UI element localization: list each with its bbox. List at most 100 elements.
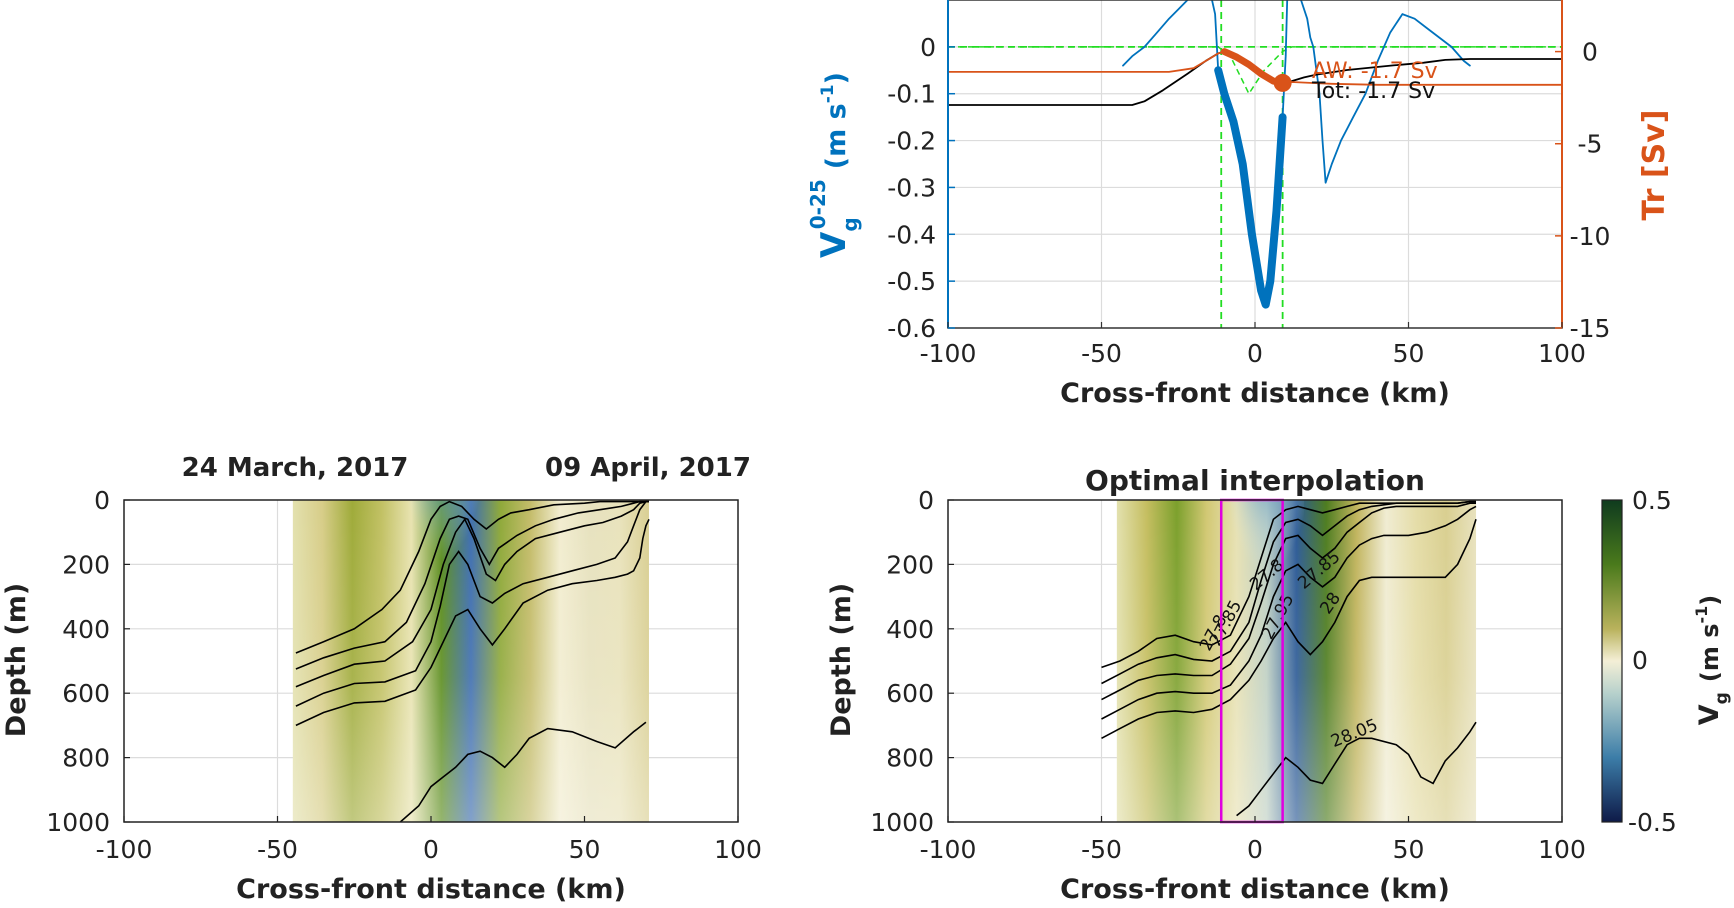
velocity-core-highlight [1214,66,1287,309]
right-y-tick-label: -10 [1570,222,1611,251]
y-tick-label: 200 [62,550,110,579]
left-y-tick-label: -0.6 [887,314,936,343]
glider-velocity-field [292,500,649,822]
svg-text:Vg(m s-1): Vg (m s-1) [1692,595,1732,725]
series-velocity [1122,0,1289,306]
oi-y-axis-title: Depth (m) [826,583,857,737]
oi-x-axis-title: Cross-front distance (km) [1060,874,1450,905]
y-tick-label: 400 [62,615,110,644]
transport-velocity-chart: -100 -50 0 50 1000-0.1-0.2-0.3-0.4-0.5-0.60-… [806,0,1672,409]
top-x-tick-label: 100 [1538,339,1586,368]
top-chart-ticks: -100 -50 0 50 100 0 -0.1 -0.2 -0.3 -0.4 -0.5 -0.6 0 -… [887,33,1610,368]
x-tick-label: 50 [1393,835,1425,864]
x-tick-label: -50 [1081,835,1122,864]
colorbar-tick-zero: 0 [1632,646,1648,675]
front-bounds-lines [948,0,1562,328]
top-x-tick-label: 50 [1393,339,1425,368]
left-y-tick-label: 0 [920,33,936,62]
top-x-tick-label: -100 [920,339,977,368]
top-x-tick-label: -50 [1081,339,1122,368]
left-y-tick-label: -0.5 [887,267,936,296]
colorbar-label-close: ) [1696,595,1724,606]
y-tick-label: 200 [886,550,934,579]
colorbar-label-sub: g [1712,692,1732,704]
top-chart-grid [948,0,1562,328]
x-tick-label: -50 [257,835,298,864]
y-tick-label: 400 [886,615,934,644]
y-tick-label: 800 [886,744,934,773]
isopycnal-contour [295,500,649,707]
top-chart-series [948,0,1562,309]
left-y-tick-label: -0.2 [887,127,936,156]
y-tick-label: 1000 [46,808,110,837]
front-velocity-envelope [948,46,1562,96]
y-tick-label: 0 [918,486,934,515]
right-y-tick-label: -5 [1578,130,1603,159]
glider-title-start-date: 24 March, 2017 [182,453,409,483]
isopycnal-contour [1101,505,1477,720]
southward-jet-core [1230,500,1305,650]
y-tick-label: 0 [94,486,110,515]
y-tick-label: 600 [886,679,934,708]
x-tick-label: -100 [920,835,977,864]
colorbar-tick-max: 0.5 [1632,486,1672,515]
ylabel-v-sup: 0-25 [806,179,830,229]
isopycnal-contour [1101,502,1476,701]
isopycnal-contour [295,518,650,727]
oi-density-contours [1101,500,1477,817]
left-y-tick-label: -0.4 [887,220,936,249]
top-x-tick-label: 0 [1247,339,1263,368]
glider-y-axis-title: Depth (m) [1,583,32,737]
ylabel-v-units-close: ) [821,72,852,84]
top-x-axis-title: Cross-front distance (km) [1060,378,1450,409]
isopycnal-contour [295,500,649,654]
x-tick-label: -100 [96,835,153,864]
left-y-tick-label: -0.1 [887,80,936,109]
x-tick-label: 0 [423,835,439,864]
series-transport_aw_highlight [1220,48,1287,87]
right-y-tick-label: 0 [1582,38,1598,67]
y-tick-label: 600 [62,679,110,708]
glider-x-axis-title: Cross-front distance (km) [236,874,626,905]
isopycnal-contour [399,721,647,822]
isopycnal-contour [1236,721,1477,817]
isopycnal-contour [1101,500,1476,685]
colorbar-tick-min: -0.5 [1628,808,1677,837]
colorbar-label-v: V [1694,704,1725,725]
ylabel-v-units-exp: -1 [818,84,838,103]
aw-transport-label: AW: -1.7 Sv [1312,59,1438,84]
ylabel-v-sub: g [838,217,862,231]
colorbar-label-units: (m s [1696,624,1724,683]
isopycnal-contour [1101,519,1477,740]
right-y-tick-label: -15 [1570,314,1611,343]
aw-transport-marker [1273,73,1292,92]
isopycnal-contour [295,500,649,670]
x-tick-label: 100 [1538,835,1586,864]
glider-title-end-date: 09 April, 2017 [545,453,751,483]
left-y-axis-title: Vg 0-25 (m s-1) [806,72,862,258]
oi-title: Optimal interpolation [1085,464,1425,497]
x-tick-label: 0 [1247,835,1263,864]
isopycnal-contour [295,500,649,688]
series-velocity [1300,0,1471,184]
x-tick-label: 50 [569,835,601,864]
ylabel-v-units: (m s [821,103,852,169]
total-transport-label: Tot: -1.7 Sv [1311,79,1435,104]
x-tick-label: 100 [714,835,762,864]
y-tick-label: 1000 [870,808,934,837]
right-y-axis-title: Tr [Sv] [1637,110,1672,221]
colorbar-label-exp: -1 [1692,606,1711,624]
svg-text:Vg0-25(m s-1): Vg 0-25 (m s-1) [806,72,862,258]
ylabel-v: V [814,231,854,258]
oi-velocity-field [1116,500,1477,822]
colorbar-title: Vg (m s-1) [1692,595,1732,725]
left-y-tick-label: -0.3 [887,173,936,202]
glider-density-contours [295,500,650,822]
y-tick-label: 800 [62,744,110,773]
colorbar [1601,499,1623,823]
